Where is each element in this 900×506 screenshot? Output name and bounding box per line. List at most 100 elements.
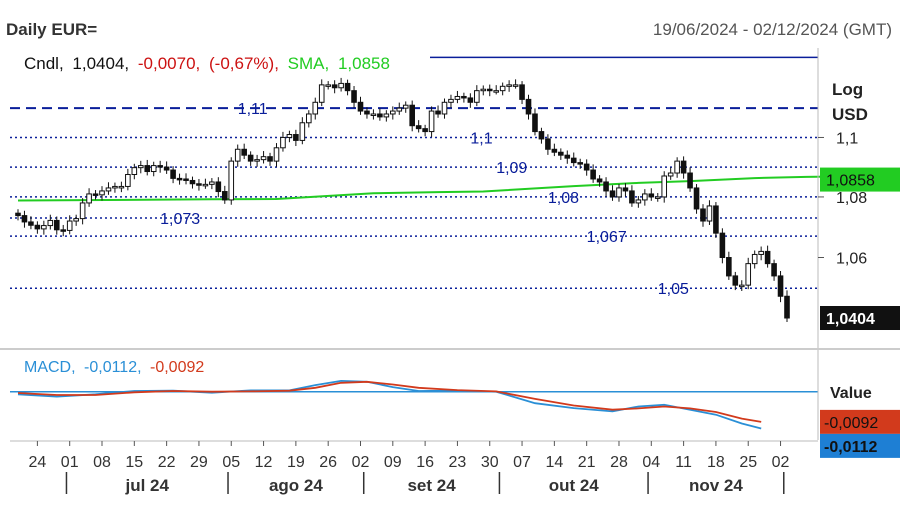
candle-down: [293, 134, 299, 141]
scale-unit-label: USD: [832, 105, 868, 124]
candle-down: [344, 82, 351, 92]
candle-down: [551, 148, 558, 153]
candle-down: [570, 157, 577, 164]
signal-value-badge: [820, 409, 900, 434]
candle-down: [409, 104, 415, 127]
candle-down: [15, 212, 21, 217]
level-label: 1,05: [658, 281, 689, 298]
candle-down: [558, 151, 564, 156]
candle-up: [499, 85, 506, 92]
candle-up: [441, 101, 448, 115]
candle-up: [73, 218, 79, 222]
level-label: 1,1: [470, 130, 492, 147]
candle-down: [461, 95, 467, 99]
candle-down: [53, 219, 60, 231]
candle-down: [183, 178, 189, 181]
x-tick-label: 29: [190, 454, 208, 471]
level-label: 1,11: [238, 101, 268, 118]
candle-up: [454, 95, 461, 100]
legend-cndl-label: Cndl,: [24, 54, 64, 73]
candle-up: [474, 90, 480, 103]
signal-value-badge-text: -0,0092: [824, 415, 878, 432]
candle-down: [467, 97, 474, 103]
candle-up: [280, 136, 286, 149]
candle-down: [564, 154, 571, 159]
candle-down: [331, 84, 338, 89]
candle-down: [784, 295, 790, 319]
legend-cndl-value: 1,0404,: [72, 54, 129, 73]
candle-up: [667, 172, 674, 177]
month-label: jul 24: [125, 476, 170, 495]
candle-up: [41, 225, 47, 230]
candle-down: [680, 160, 687, 174]
macd-value-label: Value: [830, 385, 872, 402]
candle-up: [318, 84, 325, 103]
month-label: ago 24: [269, 476, 323, 495]
x-tick-label: 30: [481, 454, 499, 471]
candle-down: [777, 275, 784, 297]
candle-down: [622, 187, 629, 192]
candle-down: [221, 191, 228, 201]
candle-down: [215, 181, 222, 193]
candle-up: [112, 185, 118, 189]
candle-down: [415, 125, 422, 130]
candle-up: [428, 110, 435, 133]
macd-legend-label: MACD,: [24, 359, 76, 376]
candle-up: [273, 147, 280, 162]
x-tick-label: 23: [449, 454, 467, 471]
month-label: set 24: [407, 476, 456, 495]
month-label: out 24: [549, 476, 600, 495]
sma-value-badge: [820, 167, 900, 192]
macd-line: [17, 379, 762, 430]
candle-up: [325, 84, 331, 87]
price-legend-bg: [10, 48, 430, 74]
level-label: 1,073: [160, 211, 200, 228]
candle-down: [771, 263, 777, 277]
candle-up: [131, 167, 138, 176]
candle-down: [545, 138, 551, 150]
candle-up: [86, 193, 92, 204]
x-tick-label: 11: [675, 454, 692, 471]
level-label: 1,067: [587, 229, 627, 246]
candle-down: [525, 98, 532, 115]
candle-down: [732, 275, 739, 286]
macd-value-badge-text: -0,0112: [824, 439, 877, 456]
candle-down: [700, 208, 706, 222]
candle-down: [189, 179, 196, 185]
candle-up: [512, 84, 519, 87]
candle-down: [163, 166, 170, 171]
scale-log-label: Log: [832, 80, 863, 99]
candle-down: [596, 178, 603, 183]
legend-change: -0,0070,: [138, 54, 200, 73]
candle-down: [590, 169, 596, 180]
candle-up: [66, 220, 73, 231]
x-tick-label: 14: [545, 454, 563, 471]
candle-down: [28, 221, 34, 226]
candle-up: [118, 185, 125, 189]
candle-up: [390, 110, 396, 115]
candle-down: [726, 257, 732, 277]
candle-up: [402, 104, 409, 109]
x-tick-label: 16: [416, 454, 434, 471]
candle-up: [745, 263, 752, 286]
candle-down: [713, 205, 719, 234]
candle-up: [338, 82, 344, 89]
candle-down: [764, 250, 771, 265]
x-tick-label: 07: [513, 454, 531, 471]
candle-down: [21, 215, 28, 223]
macd-value-badge: [820, 433, 900, 458]
candle-up: [751, 253, 758, 265]
candle-up: [738, 284, 745, 288]
candle-down: [519, 84, 525, 100]
candle-up: [383, 113, 390, 118]
chart-title: Daily EUR=: [6, 20, 98, 39]
last-price-badge: [820, 306, 900, 331]
macd-legend-value: -0,0112,: [84, 359, 142, 376]
candle-down: [603, 181, 609, 192]
candle-down: [719, 232, 726, 259]
candle-up: [105, 187, 112, 192]
x-tick-label: 05: [222, 454, 240, 471]
candle-up: [79, 202, 86, 220]
candle-down: [267, 156, 273, 162]
